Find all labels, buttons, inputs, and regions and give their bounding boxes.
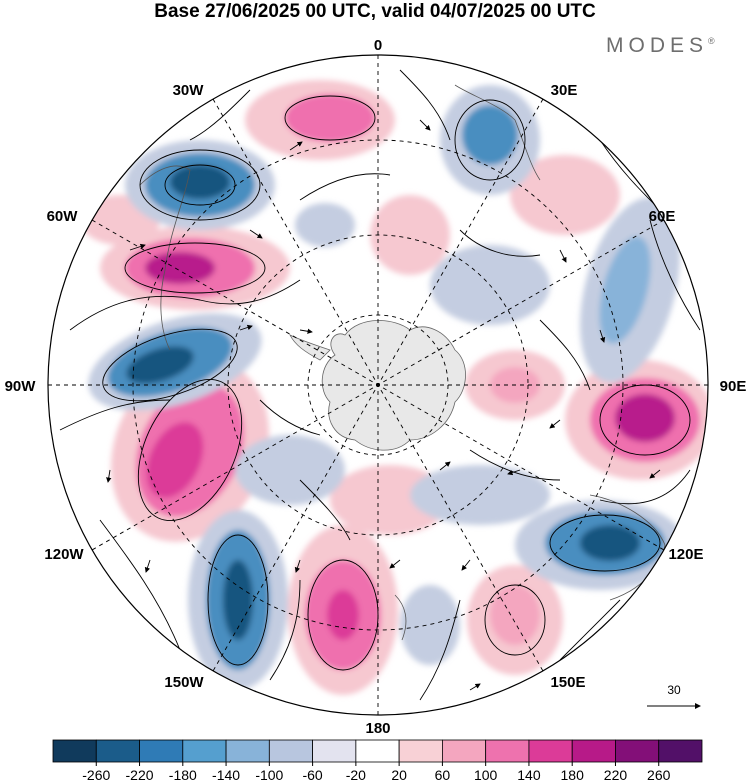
negative-anomaly-40w <box>125 140 275 230</box>
lon-label-30e: 30E <box>551 82 578 99</box>
colorbar-swatch <box>268 739 314 763</box>
positive-anomaly-180 <box>288 525 398 695</box>
streamline-loop <box>124 242 266 294</box>
streamline-curve <box>299 479 351 541</box>
positive-anomaly-45e <box>510 155 620 235</box>
streamline-curve <box>99 519 181 651</box>
negative-anomaly-80w <box>88 313 262 411</box>
colorbar-tick-label: 60 <box>435 767 451 783</box>
africa-coast <box>454 84 541 181</box>
colorbar-swatch <box>398 739 443 763</box>
colorbar-tick-label: 220 <box>604 767 628 783</box>
colorbar-swatch <box>312 739 357 763</box>
streamline-curve <box>269 579 301 681</box>
streamline-curve <box>59 399 171 431</box>
negative-anomaly-150w <box>188 510 288 690</box>
lon-label-90w: 90W <box>5 378 37 395</box>
lon-label-150w: 150W <box>164 674 204 691</box>
streamlines <box>59 69 701 701</box>
colorbar-tick-label: -20 <box>346 767 366 783</box>
streamline-curve <box>559 599 621 661</box>
streamline-curve <box>649 219 701 331</box>
streamline-loop <box>164 164 236 206</box>
colorbar-swatch <box>95 739 140 763</box>
streamline-curve <box>399 69 451 141</box>
streamline-curve <box>259 399 321 436</box>
reference-vector-label: 30 <box>667 683 681 697</box>
colorbar-swatch <box>52 739 97 763</box>
brand-name: MODES <box>606 34 709 57</box>
lon-label-30w: 30W <box>173 82 205 99</box>
colorbar-swatch <box>571 739 616 763</box>
streamline-curve <box>459 229 541 257</box>
antarctic-peninsula <box>289 334 331 361</box>
streamline-curve <box>419 599 461 701</box>
registered-mark: ® <box>708 36 715 46</box>
colorbar-tick-label: 20 <box>391 767 407 783</box>
streamline-curve <box>69 279 301 331</box>
streamline-loop <box>307 559 379 671</box>
negative-anomaly-small <box>235 203 550 665</box>
streamline-loop <box>207 534 269 666</box>
positive-anomaly-90e <box>565 360 708 480</box>
streamline-loop <box>137 378 243 522</box>
streamline-curve <box>539 319 591 391</box>
map-title: Base 27/06/2025 00 UTC, valid 04/07/2025… <box>154 1 596 22</box>
streamline-curve <box>299 173 391 201</box>
colorbar-swatch <box>658 739 703 763</box>
colorbar-tick-label: -220 <box>126 767 154 783</box>
lon-label-60w: 60W <box>47 208 79 225</box>
lon-label-150e: 150E <box>550 674 585 691</box>
lon-label-60e: 60E <box>649 208 676 225</box>
streamline-loop <box>454 99 526 181</box>
streamline-loop <box>284 95 376 141</box>
colorbar-tick-label: 180 <box>561 767 585 783</box>
lon-label-90e: 90E <box>720 378 747 395</box>
colorbar-tick-label: -260 <box>82 767 110 783</box>
colorbar: -260 -220 -180 -140 -100 -60 -20 20 60 100 140 180 2… <box>52 739 703 783</box>
lon-label-120w: 120W <box>44 546 84 563</box>
lon-label-0: 0 <box>374 37 382 54</box>
colorbar-swatch <box>615 739 660 763</box>
map-border <box>47 54 709 716</box>
colorbar-swatch <box>485 739 530 763</box>
reference-vector: 30 <box>647 683 701 709</box>
positive-anomaly-west-60w <box>100 226 290 310</box>
positive-anomaly-140e <box>467 565 563 675</box>
colorbar-tick-label: -140 <box>212 767 240 783</box>
colorbar-swatch <box>355 739 400 763</box>
streamline-loop <box>549 514 661 572</box>
colorbar-tick-label: 100 <box>474 767 498 783</box>
colorbar-swatch <box>441 739 487 763</box>
streamline-curve <box>189 89 251 141</box>
modes-logo: MODES® <box>606 34 715 58</box>
south-america-coast <box>139 165 191 351</box>
streamline-loop <box>139 149 261 221</box>
streamline-loop <box>599 384 691 456</box>
streamline-loop <box>484 584 546 656</box>
longitude-labels: 0 30E 60E 90E 120E 150E 180 150W 120W 90… <box>5 37 747 737</box>
colorbar-tick-label: -100 <box>255 767 283 783</box>
colorbar-tick-label: -60 <box>302 767 322 783</box>
colorbar-tick-label: -180 <box>169 767 197 783</box>
colorbar-tick-label: 140 <box>517 767 541 783</box>
colorbar-swatch <box>528 739 573 763</box>
colorbar-swatch <box>182 739 227 763</box>
colorbar-tick-label: 260 <box>647 767 671 783</box>
negative-anomaly-60e <box>580 197 680 383</box>
new-zealand-coast <box>394 594 407 641</box>
south-pole-marker <box>376 383 380 387</box>
streamline-curve <box>599 469 691 505</box>
colorbar-swatch <box>225 739 270 763</box>
lon-label-180: 180 <box>365 720 390 737</box>
streamline-loop <box>102 328 238 402</box>
colorbar-swatch <box>139 739 184 763</box>
lon-label-120e: 120E <box>668 546 703 563</box>
streamline-curve <box>469 449 561 481</box>
map-disc <box>48 55 708 715</box>
positive-anomaly-top <box>245 80 395 160</box>
